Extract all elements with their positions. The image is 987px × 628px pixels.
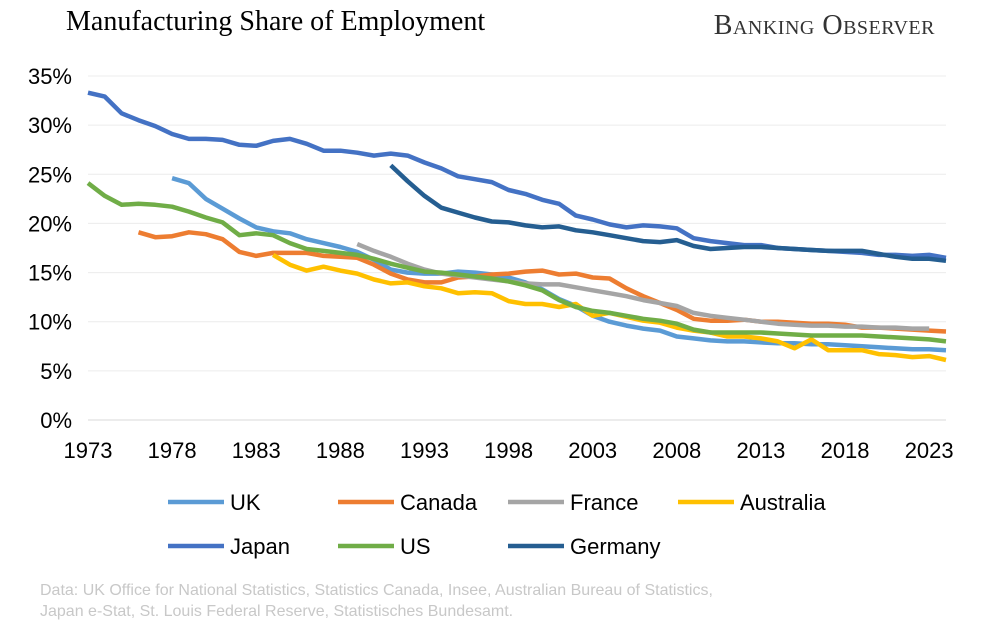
- x-tick-label: 2023: [905, 438, 954, 463]
- x-tick-label: 2018: [821, 438, 870, 463]
- y-axis-ticks: 0% 5% 10% 15% 20% 25% 30% 35%: [28, 64, 72, 433]
- grid-lines: [88, 75, 946, 421]
- legend-label-japan: Japan: [230, 534, 290, 559]
- chart-title: Manufacturing Share of Employment: [66, 6, 486, 37]
- line-chart: 0%5%10%15%20%25%30%35% 1973 1978 1983 1988 1…: [28, 64, 954, 559]
- y-tick-label: 0%: [40, 408, 72, 433]
- legend-label-france: France: [570, 490, 638, 515]
- x-tick-label: 1983: [232, 438, 281, 463]
- x-tick-label: 2003: [568, 438, 617, 463]
- y-tick-label: 30%: [28, 113, 72, 138]
- x-tick-label: 1988: [316, 438, 365, 463]
- x-tick-label: 1973: [64, 438, 113, 463]
- x-tick-label: 1978: [148, 438, 197, 463]
- series-line-canada: [137, 230, 947, 334]
- legend-label-uk: UK: [230, 490, 261, 515]
- series-line-france: [356, 242, 930, 331]
- legend-label-australia: Australia: [740, 490, 826, 515]
- x-tick-label: 1993: [400, 438, 449, 463]
- y-tick-label: 25%: [28, 162, 72, 187]
- legend: UK Canada France Australia Japan US Germany: [168, 490, 826, 559]
- data-source-note: Data: UK Office for National Statistics,…: [40, 580, 940, 622]
- series-line-germany: [389, 163, 947, 264]
- y-tick-label: 10%: [28, 310, 72, 335]
- source-line-1: Data: UK Office for National Statistics,…: [40, 582, 713, 599]
- series-line-japan: [87, 90, 947, 261]
- y-tick-label: 20%: [28, 211, 72, 236]
- brand-name: Banking Observer: [713, 10, 935, 41]
- legend-label-canada: Canada: [400, 490, 478, 515]
- series-lines: [86, 90, 947, 363]
- legend-label-germany: Germany: [570, 534, 660, 559]
- series-line-us: [86, 181, 947, 344]
- x-tick-label: 2008: [652, 438, 701, 463]
- x-tick-label: 1998: [484, 438, 533, 463]
- legend-label-us: US: [400, 534, 431, 559]
- source-line-2: Japan e-Stat, St. Louis Federal Reserve,…: [40, 603, 514, 620]
- y-tick-label: 15%: [28, 261, 72, 286]
- y-tick-label: 35%: [28, 64, 72, 89]
- brand-logo: Banking Observer: [714, 10, 935, 42]
- x-tick-label: 2013: [736, 438, 785, 463]
- x-axis-ticks: 1973 1978 1983 1988 1993 1998 2003 2008 2013 2018…: [64, 438, 954, 463]
- y-tick-label: 5%: [40, 359, 72, 384]
